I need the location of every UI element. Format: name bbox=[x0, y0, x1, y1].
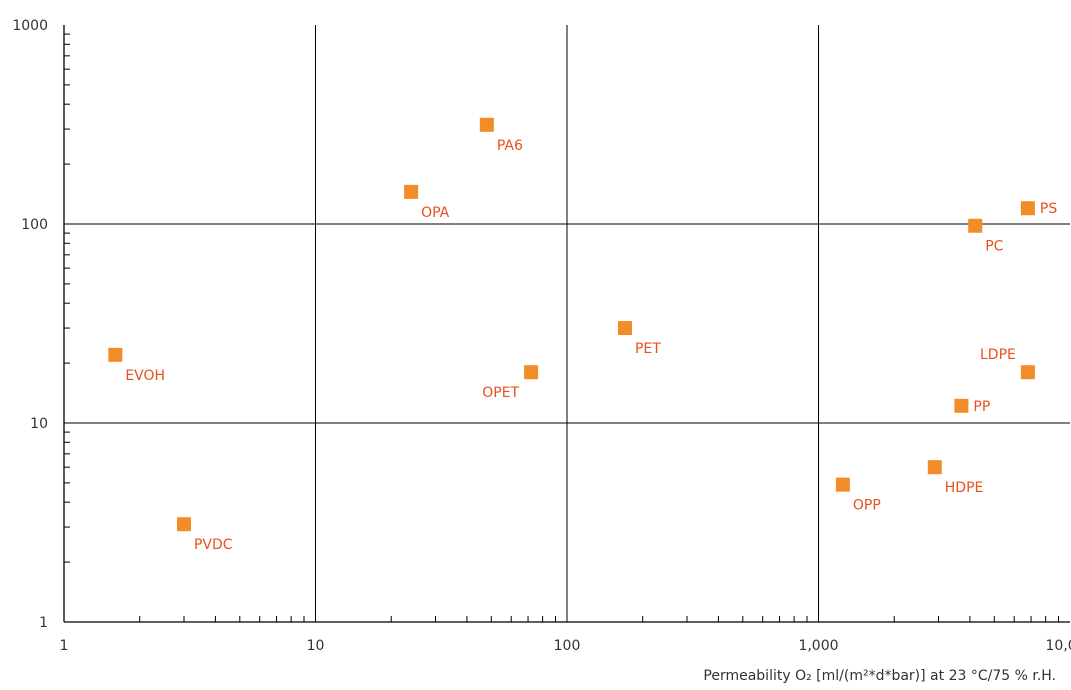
point-marker bbox=[479, 117, 494, 132]
y-tick-label: 10 bbox=[30, 416, 48, 432]
x-tick-label: 10,000 bbox=[1046, 638, 1071, 654]
point-marker bbox=[617, 321, 632, 336]
point-marker bbox=[404, 184, 419, 199]
point-marker bbox=[176, 517, 191, 532]
x-axis-label: Permeability O₂ [ml/(m²*d*bar)] at 23 °C… bbox=[703, 668, 1056, 684]
point-label: PS bbox=[1040, 201, 1057, 217]
point-label: OPET bbox=[482, 385, 519, 401]
grid-lines bbox=[64, 25, 1070, 622]
point-label: PVDC bbox=[194, 537, 233, 553]
y-tick-labels: 1 10 100 1000 bbox=[12, 18, 48, 631]
point-label: OPA bbox=[421, 205, 450, 221]
point-label: PA6 bbox=[497, 138, 523, 154]
point-label: PP bbox=[973, 399, 990, 415]
x-tick-label: 100 bbox=[554, 638, 581, 654]
point-label: PC bbox=[985, 239, 1003, 255]
point-marker bbox=[954, 398, 969, 413]
x-tick-label: 1,000 bbox=[798, 638, 838, 654]
data-points: PA6 OPA PS PC PET EVOH OPET LDPE PP HDPE OPP PVDC bbox=[108, 117, 1057, 553]
axes bbox=[63, 25, 1070, 623]
point-marker bbox=[108, 347, 123, 362]
y-tick-label: 1 bbox=[39, 615, 48, 631]
point-marker bbox=[524, 365, 539, 380]
y-tick-label: 1000 bbox=[12, 18, 48, 34]
y-tick-label: 100 bbox=[21, 217, 48, 233]
point-label: OPP bbox=[853, 498, 881, 514]
point-marker bbox=[927, 460, 942, 475]
point-marker bbox=[968, 218, 983, 233]
point-label: EVOH bbox=[125, 368, 165, 384]
point-label: HDPE bbox=[945, 480, 984, 496]
point-marker bbox=[1020, 201, 1035, 216]
x-tick-label: 1 bbox=[60, 638, 69, 654]
x-tick-label: 10 bbox=[307, 638, 325, 654]
minor-ticks bbox=[64, 33, 1059, 622]
point-marker bbox=[1020, 365, 1035, 380]
point-marker bbox=[835, 477, 850, 492]
point-label: LDPE bbox=[980, 347, 1016, 363]
x-tick-labels: 1 10 100 1,000 10,000 bbox=[60, 638, 1071, 654]
point-label: PET bbox=[635, 341, 661, 357]
